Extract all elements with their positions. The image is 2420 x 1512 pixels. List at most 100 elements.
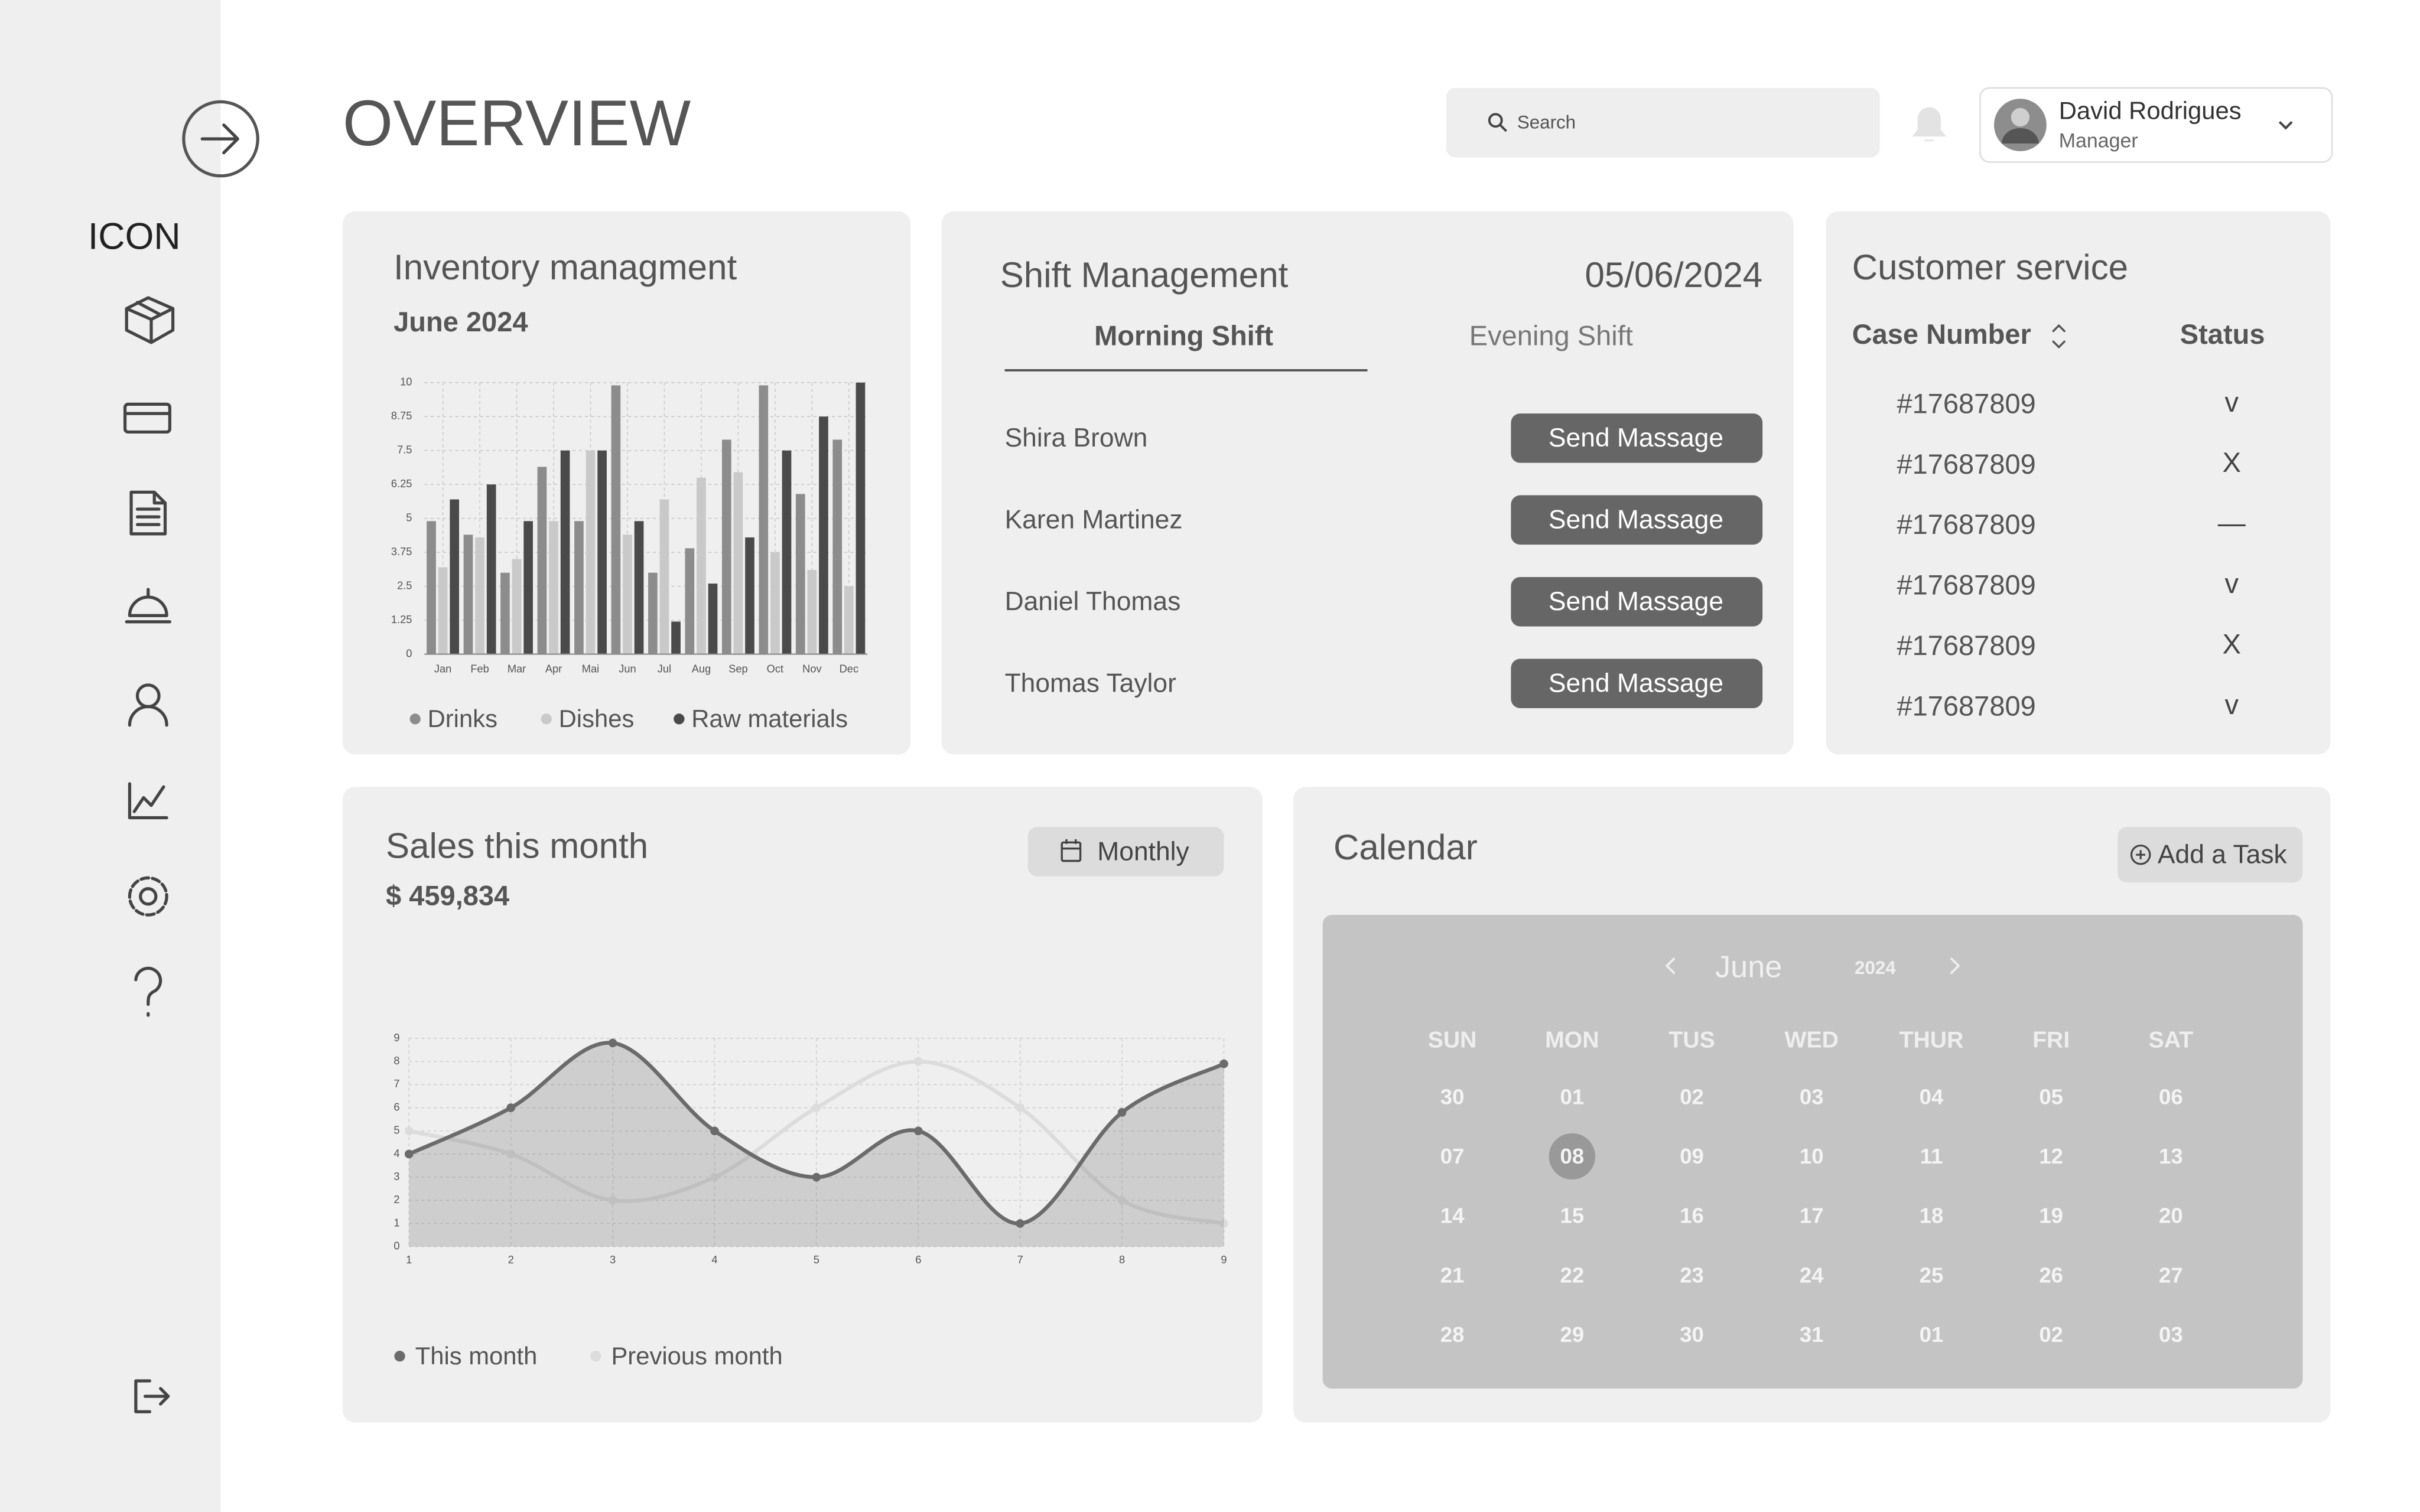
nav-payments[interactable]: [123, 402, 171, 434]
case-number: #17687809: [1897, 569, 2035, 601]
bar: [500, 572, 510, 654]
calendar-panel: [1322, 915, 2303, 1389]
x-tick-label: Dec: [840, 663, 858, 675]
card-title: Sales this month: [386, 826, 648, 866]
day[interactable]: 10: [1800, 1144, 1824, 1168]
next-month[interactable]: [1950, 957, 1960, 975]
button-label: Add a Task: [2158, 840, 2288, 869]
point: [1016, 1103, 1025, 1112]
point: [506, 1103, 515, 1112]
day[interactable]: 09: [1680, 1144, 1704, 1168]
day[interactable]: 08: [1560, 1144, 1584, 1168]
day[interactable]: 11: [1920, 1144, 1943, 1168]
search-box[interactable]: Search: [1446, 87, 1880, 158]
sort-icon[interactable]: [2052, 324, 2066, 349]
bar: [697, 477, 706, 654]
day[interactable]: 01: [1920, 1322, 1944, 1347]
selected-day: [1549, 1133, 1596, 1180]
day[interactable]: 04: [1920, 1085, 1944, 1109]
day[interactable]: 06: [2159, 1085, 2183, 1109]
case-number: #17687809: [1897, 630, 2035, 661]
bar: [523, 521, 533, 654]
day[interactable]: 03: [2159, 1322, 2183, 1347]
add-task-button[interactable]: Add a Task: [2118, 827, 2303, 883]
sales-total: $ 459,834: [386, 880, 509, 911]
period-button[interactable]: Monthly: [1027, 827, 1224, 876]
day[interactable]: 28: [1440, 1322, 1465, 1347]
day[interactable]: 12: [2039, 1144, 2063, 1168]
day[interactable]: 05: [2039, 1085, 2063, 1109]
weekday: FRI: [2032, 1028, 2070, 1053]
bar: [819, 416, 828, 654]
nav-documents[interactable]: [129, 490, 167, 536]
day[interactable]: 24: [1800, 1263, 1824, 1287]
y-tick-label: 8: [393, 1054, 399, 1067]
day[interactable]: 17: [1800, 1204, 1824, 1228]
day[interactable]: 21: [1440, 1263, 1465, 1287]
day[interactable]: 07: [1440, 1144, 1465, 1168]
nav-help[interactable]: [134, 966, 162, 1017]
button-label: Send Massage: [1549, 506, 1723, 535]
day[interactable]: 27: [2159, 1263, 2183, 1287]
shift-tab[interactable]: Morning Shift: [1094, 320, 1273, 351]
user-menu[interactable]: David Rodrigues Manager: [1979, 87, 2333, 163]
staff-name: Karen Martinez: [1005, 506, 1183, 535]
y-tick-label: 0: [406, 647, 412, 659]
day[interactable]: 14: [1440, 1204, 1465, 1228]
bar: [512, 559, 522, 654]
x-tick-label: Sep: [728, 663, 748, 675]
day[interactable]: 19: [2039, 1204, 2063, 1228]
collapse-button[interactable]: [182, 100, 259, 178]
day[interactable]: 20: [2159, 1204, 2183, 1228]
day[interactable]: 13: [2159, 1144, 2183, 1168]
day[interactable]: 01: [1560, 1085, 1584, 1109]
legend-dot: [409, 713, 421, 725]
day[interactable]: 30: [1680, 1322, 1704, 1347]
day[interactable]: 26: [2039, 1263, 2063, 1287]
point: [1016, 1219, 1025, 1228]
day[interactable]: 18: [1920, 1204, 1944, 1228]
point: [710, 1126, 719, 1136]
nav-settings[interactable]: [128, 876, 168, 917]
nav-analytics[interactable]: [128, 782, 168, 820]
legend-dot: [394, 1351, 405, 1362]
bar: [733, 472, 743, 654]
staff-name: Daniel Thomas: [1005, 587, 1181, 616]
y-tick-label: 6: [393, 1100, 399, 1113]
send-button[interactable]: [1511, 659, 1763, 709]
send-button[interactable]: [1511, 413, 1763, 463]
x-tick-label: 4: [711, 1253, 717, 1266]
send-button[interactable]: [1511, 576, 1763, 627]
logout[interactable]: [134, 1379, 170, 1413]
nav-service[interactable]: [125, 588, 171, 624]
point: [506, 1149, 515, 1159]
day[interactable]: 23: [1680, 1263, 1704, 1287]
send-button[interactable]: [1511, 495, 1763, 545]
day[interactable]: 29: [1560, 1322, 1584, 1347]
day[interactable]: 02: [1680, 1085, 1704, 1109]
day[interactable]: 02: [2039, 1322, 2063, 1347]
shift-tab[interactable]: Evening Shift: [1469, 320, 1633, 351]
point: [1117, 1108, 1127, 1117]
day[interactable]: 15: [1560, 1204, 1584, 1228]
x-tick-label: 1: [406, 1253, 412, 1266]
bar: [586, 450, 596, 654]
nav-inventory[interactable]: [125, 296, 175, 344]
notifications[interactable]: [1912, 107, 1947, 142]
day[interactable]: 30: [1440, 1085, 1465, 1109]
day[interactable]: 22: [1560, 1263, 1584, 1287]
day[interactable]: 16: [1680, 1204, 1704, 1228]
weekday: WED: [1785, 1028, 1839, 1053]
area: [409, 1042, 1224, 1247]
nav-users[interactable]: [128, 683, 168, 727]
card-title: Calendar: [1333, 827, 1478, 867]
day[interactable]: 25: [1920, 1263, 1944, 1287]
bar: [671, 621, 681, 654]
y-tick-label: 7: [393, 1077, 399, 1090]
shift-date: 05/06/2024: [1585, 255, 1762, 295]
day[interactable]: 03: [1800, 1085, 1824, 1109]
day[interactable]: 31: [1800, 1322, 1824, 1347]
legend-label: Drinks: [428, 705, 497, 732]
prev-month[interactable]: [1665, 957, 1676, 975]
